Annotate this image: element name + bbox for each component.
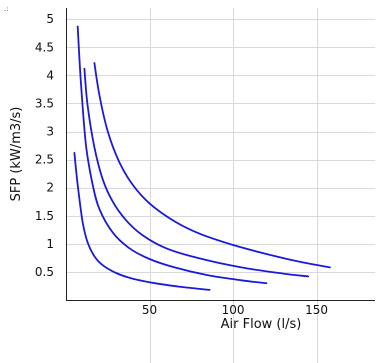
y-tick-label: 3 <box>46 125 54 139</box>
y-axis-label: SFP (kW/m3/s) <box>9 107 24 202</box>
x-tick-labels: 50 100 150 <box>142 303 328 317</box>
series-line-1 <box>73 152 211 291</box>
x-axis-label: Air Flow (l/s) <box>221 317 302 332</box>
grid-lines <box>66 8 375 363</box>
x-tick-label: 50 <box>142 303 157 317</box>
corner-mark: .: <box>4 5 9 13</box>
y-tick-labels: 0.5 1 1.5 2 2.5 3 3.5 4 4.5 5 <box>35 12 54 279</box>
series-line-3 <box>83 67 310 278</box>
series-line-2 <box>76 25 268 285</box>
y-tick-label: 0.5 <box>35 265 54 279</box>
x-tick-label: 100 <box>222 303 245 317</box>
axes <box>66 8 375 301</box>
y-tick-label: 4.5 <box>35 40 54 54</box>
y-tick-label: 2 <box>46 181 54 195</box>
y-tick-label: 5 <box>46 12 54 26</box>
y-tick-label: 1.5 <box>35 209 54 223</box>
series-line-4 <box>93 62 331 269</box>
y-tick-label: 3.5 <box>35 96 54 110</box>
x-tick-label: 150 <box>305 303 328 317</box>
y-tick-label: 2.5 <box>35 153 54 167</box>
series-lines <box>73 25 331 291</box>
y-tick-label: 1 <box>46 237 54 251</box>
y-tick-label: 4 <box>46 68 54 82</box>
